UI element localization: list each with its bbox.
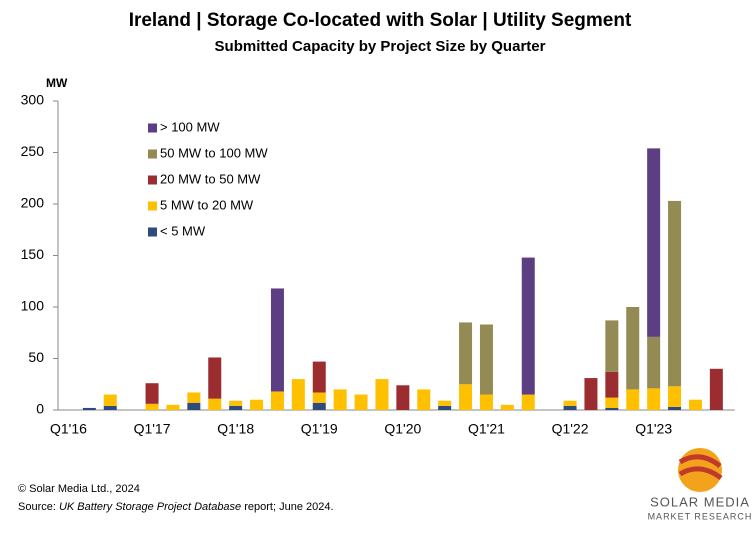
bar-segment (187, 392, 201, 403)
legend-label: 20 MW to 50 MW (160, 171, 261, 186)
bar-segment (270, 288, 284, 392)
y-tick-label: 250 (21, 143, 45, 159)
bar-segment (521, 257, 535, 395)
source: Source: UK Battery Storage Project Datab… (18, 501, 334, 513)
bar-segment (563, 405, 577, 410)
x-tick-label: Q1'17 (134, 421, 171, 437)
source-part: UK Battery Storage Project Database (59, 501, 241, 513)
bar-segment (145, 383, 159, 404)
bar-segment (459, 384, 473, 410)
y-tick-label: 100 (21, 298, 45, 314)
copyright: © Solar Media Ltd., 2024 (18, 483, 140, 495)
legend-label: 50 MW to 100 MW (160, 145, 268, 160)
x-tick-label: Q1'18 (217, 421, 254, 437)
bar-segment (208, 357, 222, 399)
bar-segment (103, 394, 117, 406)
legend-swatch (148, 201, 157, 211)
x-tick-label: Q1'19 (301, 421, 338, 437)
bar-segment (521, 394, 535, 410)
bar-segment (688, 399, 702, 410)
bar-segment (647, 388, 661, 410)
bar-segment (166, 404, 180, 410)
bar-segment (479, 394, 493, 410)
bar-segment (438, 400, 452, 406)
logo-icon (678, 454, 723, 481)
logo-text: SOLAR MEDIA (650, 494, 750, 509)
bar-segment (438, 405, 452, 410)
bar-segment (208, 398, 222, 410)
bar-segment (417, 389, 431, 410)
bar-segment (626, 389, 640, 410)
bar-segment (187, 402, 201, 410)
x-tick-label: Q1'20 (384, 421, 421, 437)
legend-label: > 100 MW (160, 119, 220, 134)
logo-text: MARKET RESEARCH (648, 511, 753, 521)
bar-segment (333, 389, 347, 410)
bar-segment (605, 320, 619, 372)
source-part: report; June 2024. (241, 501, 333, 513)
x-tick-label: Q1'23 (635, 421, 672, 437)
bar-segment (396, 385, 410, 410)
legend-swatch (148, 175, 157, 185)
bar-segment (584, 378, 598, 410)
bar-segment (229, 400, 243, 406)
bar-segment (668, 406, 682, 410)
bar-segment (354, 394, 368, 410)
bar-segment (647, 148, 661, 337)
bar-segment (312, 402, 326, 410)
bar-segment (459, 322, 473, 385)
x-tick-label: Q1'21 (468, 421, 505, 437)
bar-segment (250, 399, 264, 410)
y-tick-label: 300 (21, 92, 45, 108)
bar-segment (563, 400, 577, 406)
x-tick-label: Q1'22 (552, 421, 589, 437)
y-tick-label: 150 (21, 246, 45, 262)
bar-segment (291, 379, 305, 410)
bar-segment (145, 403, 159, 410)
bar-segment (605, 407, 619, 410)
bar-segment (605, 371, 619, 398)
legend-label: 5 MW to 20 MW (160, 197, 254, 212)
bar-segment (375, 379, 389, 410)
bar-segment (626, 307, 640, 390)
legend-swatch (148, 227, 157, 237)
y-tick-label: 50 (28, 349, 44, 365)
bar-segment (229, 405, 243, 410)
logo: SOLAR MEDIA MARKET RESEARCH (648, 448, 753, 521)
legend-swatch (148, 123, 157, 133)
bar-segment (312, 392, 326, 403)
chart-title: Ireland | Storage Co-located with Solar … (129, 10, 632, 31)
chart-subtitle: Submitted Capacity by Project Size by Qu… (215, 38, 546, 55)
legend-label: < 5 MW (160, 223, 206, 238)
y-tick-label: 0 (36, 401, 44, 417)
bar-segment (668, 386, 682, 407)
y-tick-label: 200 (21, 195, 45, 211)
bar-segment (312, 361, 326, 393)
source-part: Source: (18, 501, 59, 513)
bar-segment (82, 407, 96, 410)
x-tick-label: Q1'16 (50, 421, 87, 437)
bar-segment (103, 405, 117, 410)
bar-segment (647, 336, 661, 389)
legend-swatch (148, 149, 157, 159)
bar-segment (270, 391, 284, 410)
bar-segment (500, 404, 514, 410)
bar-segment (709, 368, 723, 410)
y-axis-label: MW (46, 76, 68, 90)
bar-segment (479, 324, 493, 395)
bar-segment (668, 200, 682, 387)
bar-segment (605, 397, 619, 408)
